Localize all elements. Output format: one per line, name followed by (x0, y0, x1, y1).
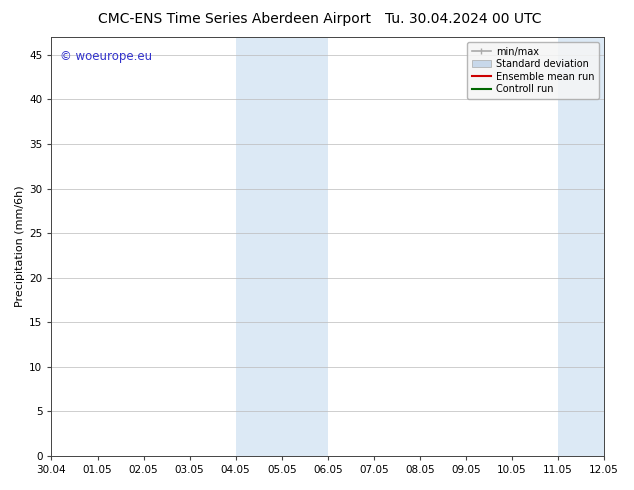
Text: © woeurope.eu: © woeurope.eu (60, 49, 152, 63)
Bar (558, 37, 634, 456)
Text: Tu. 30.04.2024 00 UTC: Tu. 30.04.2024 00 UTC (385, 12, 541, 26)
Legend: min/max, Standard deviation, Ensemble mean run, Controll run: min/max, Standard deviation, Ensemble me… (467, 42, 599, 99)
Text: CMC-ENS Time Series Aberdeen Airport: CMC-ENS Time Series Aberdeen Airport (98, 12, 371, 26)
Y-axis label: Precipitation (mm/6h): Precipitation (mm/6h) (15, 186, 25, 307)
Bar (236, 37, 328, 456)
